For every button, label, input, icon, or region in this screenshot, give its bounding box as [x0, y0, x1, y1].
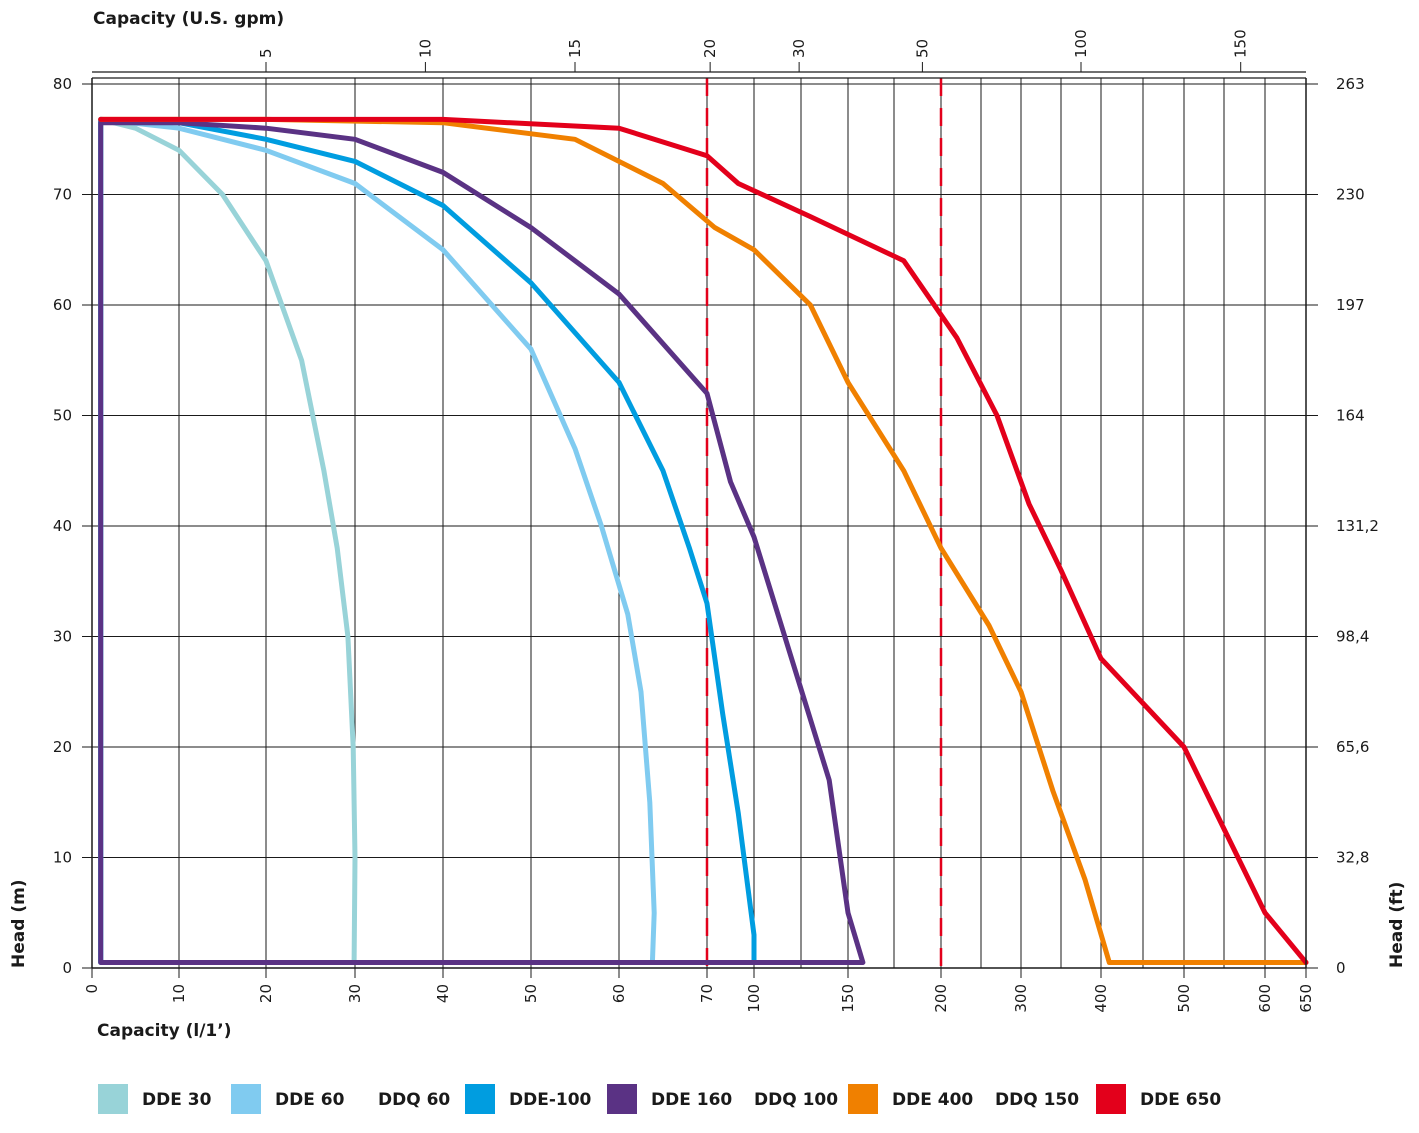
legend-swatch — [848, 1084, 878, 1114]
legend-label: DDE 160 — [651, 1090, 732, 1110]
x-tick-label: 300 — [1012, 984, 1030, 1013]
y-left-tick-label: 0 — [62, 959, 72, 977]
x-tick-label: 100 — [745, 984, 763, 1013]
x-tick-label: 40 — [434, 984, 452, 1003]
x-tick-label: 150 — [839, 984, 857, 1013]
series-line — [98, 116, 757, 965]
y-left-tick-label: 30 — [53, 628, 72, 646]
y-right-tick-label: 164 — [1336, 407, 1365, 425]
y-left-tick-label: 40 — [53, 517, 72, 535]
x-tick-label: 500 — [1175, 984, 1193, 1013]
top-tick-label: 50 — [913, 39, 931, 58]
y-right-tick-label: 131,2 — [1336, 517, 1379, 535]
y-left-tick-label: 50 — [53, 407, 72, 425]
legend-swatch — [465, 1084, 495, 1114]
x-tick-label: 60 — [610, 984, 628, 1003]
legend-label-secondary: DDQ 150 — [995, 1090, 1079, 1110]
left-axis-title: Head (m) — [9, 879, 29, 968]
legend-swatch — [607, 1084, 637, 1114]
x-tick-label: 30 — [346, 984, 364, 1003]
legend-label: DDE 650 — [1140, 1090, 1221, 1110]
x-tick-label: 650 — [1297, 984, 1315, 1013]
y-left-tick-label: 20 — [53, 738, 72, 756]
x-tick-label: 70 — [698, 984, 716, 1003]
y-right-tick-label: 32,8 — [1336, 849, 1369, 867]
right-axis-title: Head (ft) — [1387, 882, 1407, 968]
top-tick-label: 150 — [1232, 29, 1250, 58]
legend-item: DDE-100 — [465, 1084, 592, 1114]
legend-item: DDE 30 — [98, 1084, 212, 1114]
legend-item: DDE 650 — [1096, 1084, 1221, 1114]
top-tick-label: 15 — [566, 39, 584, 58]
top-axis-title: Capacity (U.S. gpm) — [93, 9, 284, 29]
x-tick-label: 400 — [1092, 984, 1110, 1013]
legend-item: DDE 60 DDQ 60 — [231, 1084, 450, 1114]
x-tick-label: 200 — [932, 984, 950, 1013]
y-right-tick-label: 197 — [1336, 296, 1365, 314]
y-right-tick-label: 263 — [1336, 75, 1365, 93]
legend-swatch — [1096, 1084, 1126, 1114]
legend-label: DDE 400 — [892, 1090, 973, 1110]
series-layer — [98, 116, 1309, 965]
series-line — [98, 116, 1309, 965]
legend-label-secondary: DDQ 100 — [754, 1090, 838, 1110]
y-right-tick-label: 230 — [1336, 186, 1365, 204]
tick-labels: 01020304050607080032,865,698,4131,216419… — [53, 29, 1379, 1012]
y-left-tick-label: 60 — [53, 296, 72, 314]
y-right-tick-label: 98,4 — [1336, 628, 1369, 646]
x-tick-label: 20 — [257, 984, 275, 1003]
legend-label: DDE-100 — [509, 1090, 592, 1110]
x-tick-label: 50 — [522, 984, 540, 1003]
y-right-tick-label: 65,6 — [1336, 738, 1369, 756]
legend-label: DDE 30 — [142, 1090, 212, 1110]
y-right-tick-label: 0 — [1336, 959, 1346, 977]
series-line — [98, 116, 358, 965]
legend-label: DDE 60 — [275, 1090, 345, 1110]
legend-item: DDE 160 DDQ 100 — [607, 1084, 838, 1114]
x-tick-label: 600 — [1256, 984, 1274, 1013]
top-tick-label: 20 — [701, 39, 719, 58]
plot-frame — [91, 71, 1307, 969]
legend: DDE 30 DDE 60 DDQ 60 DDE-100 DDE 160 DDQ 100 D… — [98, 1084, 1221, 1114]
x-tick-label: 0 — [83, 984, 101, 994]
top-tick-label: 100 — [1072, 29, 1090, 58]
legend-item: DDE 400 DDQ 150 — [848, 1084, 1079, 1114]
y-left-tick-label: 70 — [53, 186, 72, 204]
legend-swatch — [98, 1084, 128, 1114]
series-line — [98, 120, 866, 965]
legend-label-secondary: DDQ 60 — [378, 1090, 450, 1110]
series-line — [98, 116, 1309, 965]
y-left-tick-label: 10 — [53, 849, 72, 867]
bottom-axis-title: Capacity (l/1’) — [97, 1021, 231, 1041]
y-left-tick-label: 80 — [53, 75, 72, 93]
series-line — [98, 116, 657, 965]
x-tick-label: 10 — [170, 984, 188, 1003]
legend-swatch — [231, 1084, 261, 1114]
top-tick-label: 10 — [416, 39, 434, 58]
top-tick-label: 5 — [257, 48, 275, 58]
top-tick-label: 30 — [790, 39, 808, 58]
